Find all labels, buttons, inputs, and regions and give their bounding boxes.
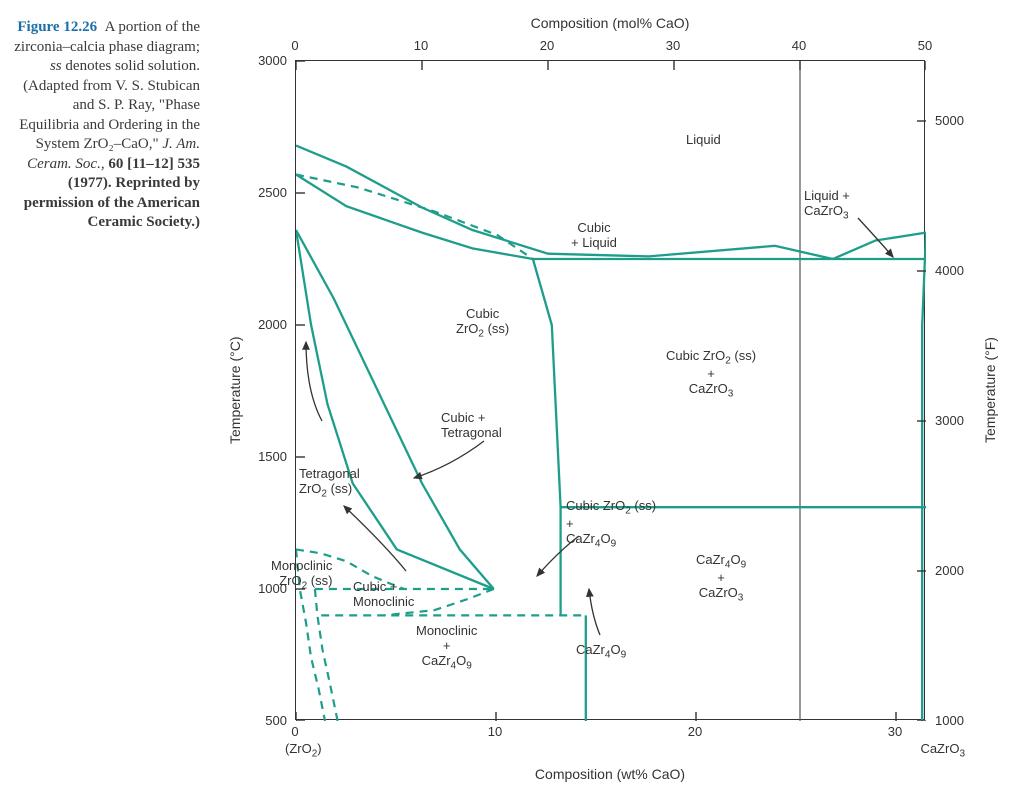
tick-label: 4000 [935, 263, 964, 278]
x-axis-bottom-label: Composition (wt% CaO) [295, 766, 925, 782]
curve-liquidus_left [296, 146, 833, 260]
figure-number: Figure 12.26 [17, 19, 97, 35]
phase-diagram: Composition (mol% CaO) Composition (wt% … [215, 10, 1005, 790]
label-cubic-liquid: Cubic+ Liquid [571, 221, 617, 251]
label-mono-cazr4o9: Monoclinic+CaZr4O9 [416, 624, 477, 672]
label-cubic-mono: Cubic +Monoclinic [353, 580, 414, 610]
label-cazr4o9: CaZr4O9 [576, 643, 626, 661]
tick-label: 1000 [247, 581, 287, 596]
tick-label: 30 [888, 724, 902, 739]
tick-label: 40 [792, 38, 806, 53]
x-axis-top-label: Composition (mol% CaO) [295, 15, 925, 31]
tick-label: 20 [688, 724, 702, 739]
x-right-endpoint: CaZrO3 [920, 741, 965, 760]
label-cubic-ss-cazro3: Cubic ZrO2 (ss)+CaZrO3 [666, 349, 756, 400]
curve-cubic_right_boundary [533, 259, 561, 615]
tick-label: 3000 [935, 413, 964, 428]
tick-label: 500 [247, 713, 287, 728]
label-cubic-ss: CubicZrO2 (ss) [456, 307, 509, 340]
tick-label: 1500 [247, 449, 287, 464]
tick-label: 3000 [247, 53, 287, 68]
tick-label: 50 [918, 38, 932, 53]
y-axis-right-label: Temperature (°F) [980, 60, 1000, 720]
tick-label: 0 [291, 724, 298, 739]
label-cazr4o9-cazro3: CaZr4O9+CaZrO3 [696, 553, 746, 604]
tick-label: 10 [488, 724, 502, 739]
tick-label: 1000 [935, 713, 964, 728]
curve-solidus_cubic [296, 175, 533, 260]
tick-label: 0 [291, 38, 298, 53]
curve-dash_mono_left2 [315, 589, 338, 721]
figure-caption: Figure 12.26 A portion of the zirconia–c… [10, 10, 215, 233]
curve-dash_2570_2250 [296, 175, 533, 260]
label-cubic-ss-cazr4o9: Cubic ZrO2 (ss)+CaZr4O9 [566, 499, 656, 550]
tick-label: 2000 [935, 563, 964, 578]
tick-label: 2000 [247, 317, 287, 332]
label-tet-ss: TetragonalZrO2 (ss) [299, 467, 360, 500]
x-left-endpoint: (ZrO2) [285, 741, 322, 760]
label-liquid: Liquid [686, 133, 721, 148]
curve-liquidus_right [833, 233, 926, 259]
label-cubic-tet: Cubic +Tetragonal [441, 411, 502, 441]
plot-area: Liquid Liquid +CaZrO3 Cubic+ Liquid Cubi… [295, 60, 925, 720]
y-axis-left-label: Temperature (°C) [225, 60, 245, 720]
tick-label: 10 [414, 38, 428, 53]
curve-cazro3_right [922, 233, 926, 721]
tick-label: 30 [666, 38, 680, 53]
tick-label: 20 [540, 38, 554, 53]
tick-label: 2500 [247, 185, 287, 200]
label-liquid-cazro3: Liquid +CaZrO3 [804, 189, 850, 222]
phase-svg [296, 61, 926, 721]
tick-label: 5000 [935, 113, 964, 128]
